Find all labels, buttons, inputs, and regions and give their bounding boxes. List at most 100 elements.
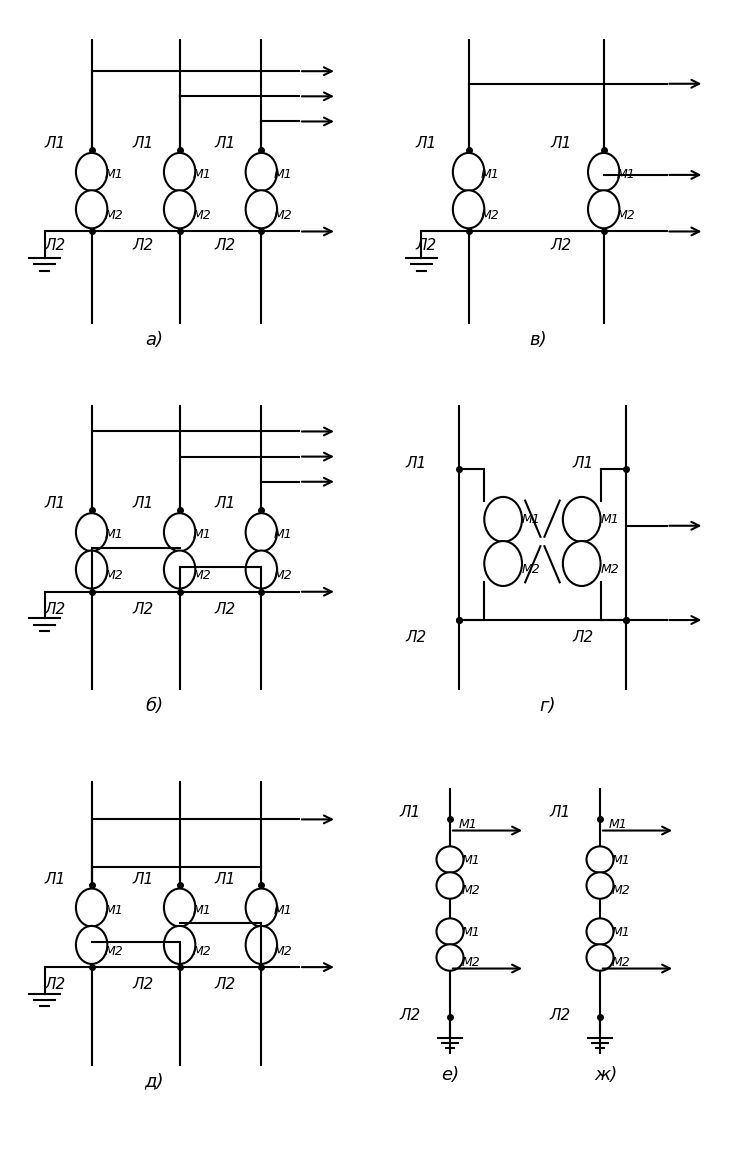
Ellipse shape (76, 925, 107, 964)
Ellipse shape (586, 847, 613, 873)
Text: М2: М2 (462, 883, 481, 896)
Text: М2: М2 (192, 944, 211, 957)
Ellipse shape (164, 925, 195, 964)
Ellipse shape (484, 497, 522, 542)
Text: Л2: Л2 (550, 238, 572, 253)
Text: М2: М2 (522, 563, 541, 576)
Text: Л1: Л1 (416, 136, 436, 151)
Ellipse shape (246, 889, 277, 927)
Text: М1: М1 (482, 168, 500, 181)
Ellipse shape (586, 918, 613, 944)
Text: М1: М1 (104, 528, 123, 541)
Text: Л1: Л1 (133, 136, 154, 151)
Ellipse shape (436, 873, 463, 899)
Ellipse shape (164, 550, 195, 589)
Text: М1: М1 (462, 854, 481, 867)
Text: ж): ж) (594, 1065, 618, 1084)
Text: М2: М2 (462, 956, 481, 969)
Text: М2: М2 (192, 209, 211, 222)
Ellipse shape (436, 847, 463, 873)
Text: М2: М2 (482, 209, 500, 222)
Text: М2: М2 (274, 569, 292, 582)
Text: Л1: Л1 (44, 872, 66, 887)
Ellipse shape (436, 918, 463, 944)
Text: Л2: Л2 (133, 602, 154, 617)
Text: М1: М1 (612, 925, 631, 938)
Ellipse shape (246, 550, 277, 589)
Text: М1: М1 (274, 168, 292, 181)
Text: Л1: Л1 (399, 805, 420, 820)
Ellipse shape (246, 152, 277, 191)
Ellipse shape (76, 152, 107, 191)
Text: М2: М2 (274, 209, 292, 222)
Text: М2: М2 (612, 883, 631, 896)
Text: М2: М2 (274, 944, 292, 957)
Text: М2: М2 (104, 569, 123, 582)
Text: М1: М1 (274, 903, 292, 916)
Text: Л1: Л1 (133, 872, 154, 887)
Text: М1: М1 (192, 528, 211, 541)
Text: Л1: Л1 (406, 455, 427, 470)
Ellipse shape (453, 190, 484, 229)
Text: М1: М1 (459, 818, 478, 830)
Text: Л2: Л2 (399, 1008, 420, 1023)
Ellipse shape (586, 873, 613, 899)
Ellipse shape (164, 190, 195, 229)
Text: Л1: Л1 (214, 496, 236, 511)
Ellipse shape (246, 925, 277, 964)
Text: М1: М1 (616, 168, 635, 181)
Text: Л1: Л1 (44, 496, 66, 511)
Text: М1: М1 (462, 925, 481, 938)
Ellipse shape (76, 889, 107, 927)
Text: М1: М1 (522, 513, 541, 526)
Text: М2: М2 (612, 956, 631, 969)
Text: е): е) (441, 1065, 459, 1084)
Ellipse shape (164, 514, 195, 551)
Ellipse shape (164, 889, 195, 927)
Text: М1: М1 (192, 903, 211, 916)
Text: д): д) (145, 1072, 164, 1091)
Ellipse shape (453, 152, 484, 191)
Ellipse shape (484, 541, 522, 586)
Text: М2: М2 (616, 209, 635, 222)
Text: Л2: Л2 (133, 977, 154, 992)
Text: Л2: Л2 (214, 602, 236, 617)
Ellipse shape (562, 541, 601, 586)
Ellipse shape (586, 944, 613, 971)
Text: г): г) (539, 697, 556, 716)
Text: Л2: Л2 (44, 602, 66, 617)
Text: М1: М1 (104, 903, 123, 916)
Ellipse shape (436, 944, 463, 971)
Text: Л1: Л1 (133, 496, 154, 511)
Text: М2: М2 (104, 944, 123, 957)
Text: Л1: Л1 (214, 872, 236, 887)
Ellipse shape (76, 514, 107, 551)
Text: Л2: Л2 (44, 238, 66, 253)
Text: М1: М1 (192, 168, 211, 181)
Ellipse shape (76, 550, 107, 589)
Text: М1: М1 (612, 854, 631, 867)
Text: Л2: Л2 (44, 977, 66, 992)
Ellipse shape (588, 152, 620, 191)
Text: Л2: Л2 (214, 977, 236, 992)
Text: М1: М1 (104, 168, 123, 181)
Text: Л1: Л1 (572, 455, 593, 470)
Text: Л2: Л2 (416, 238, 436, 253)
Ellipse shape (246, 514, 277, 551)
Ellipse shape (588, 190, 620, 229)
Text: М2: М2 (104, 209, 123, 222)
Text: Л1: Л1 (550, 136, 572, 151)
Ellipse shape (164, 152, 195, 191)
Text: М1: М1 (274, 528, 292, 541)
Text: Л2: Л2 (133, 238, 154, 253)
Text: Л1: Л1 (214, 136, 236, 151)
Text: М1: М1 (601, 513, 619, 526)
Text: в): в) (529, 331, 547, 348)
Text: Л1: Л1 (44, 136, 66, 151)
Text: а): а) (146, 331, 164, 348)
Text: Л1: Л1 (549, 805, 570, 820)
Text: Л2: Л2 (549, 1008, 570, 1023)
Text: М1: М1 (609, 818, 628, 830)
Text: М2: М2 (192, 569, 211, 582)
Text: Л2: Л2 (214, 238, 236, 253)
